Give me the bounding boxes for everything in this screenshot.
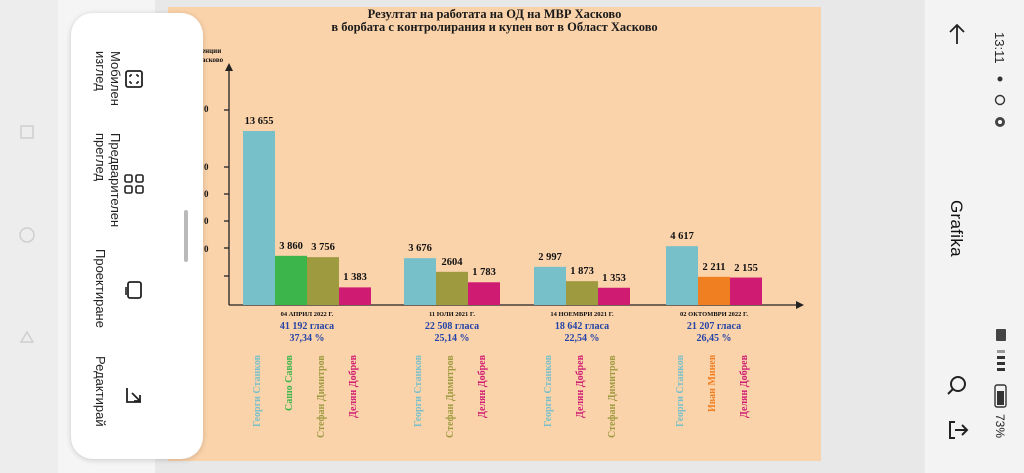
sync-icon [994, 93, 1006, 111]
bar [339, 287, 371, 305]
bar [730, 278, 762, 305]
rotate-screen-icon [123, 279, 145, 301]
bar-value-label: 3 676 [408, 243, 432, 254]
bar-value-label: 13 655 [245, 116, 274, 127]
notification-icon [994, 72, 1006, 90]
signal-icon [995, 348, 1007, 379]
group-date-label: 02 ОКТОМВРИ 2022 Г. [680, 311, 748, 318]
bar [666, 246, 698, 305]
group-percent-label: 26,45 % [697, 333, 732, 345]
group-date-label: 04 АПРИЛ 2022 Г. [281, 311, 334, 318]
candidate-name-label: Иван Минев [707, 355, 721, 455]
bar [404, 258, 436, 305]
bar-value-label: 1 353 [602, 273, 626, 284]
bar-value-label: 1 873 [570, 266, 594, 277]
chart-image: Резултат на работата на ОД на МВР Хасков… [168, 7, 821, 461]
bar [698, 277, 730, 305]
browser-icon [994, 115, 1006, 133]
group-percent-label: 37,34 % [290, 333, 325, 345]
status-time: 13:11 [992, 32, 1007, 64]
bar-value-label: 2 997 [538, 252, 562, 263]
y-axis-arrow [225, 63, 233, 71]
fullscreen-icon [123, 68, 145, 90]
bar [243, 131, 275, 305]
candidate-name-label: Делян Добрев [477, 355, 491, 455]
search-icon[interactable] [945, 374, 969, 403]
popup-drag-handle[interactable] [184, 210, 188, 262]
design-label: Проектиране [93, 249, 108, 328]
back-icon[interactable] [19, 329, 35, 345]
bar-value-label: 1 383 [343, 272, 367, 283]
bar-value-label: 2 211 [702, 262, 725, 273]
group-date-label: 14 НОЕМВРИ 2021 Г. [550, 311, 613, 318]
bar [307, 257, 339, 305]
bar [275, 256, 307, 305]
bar-value-label: 2604 [442, 257, 463, 268]
group-date-label: 11 ЮЛИ 2021 Г. [429, 311, 475, 318]
app-title: Grafika [946, 200, 966, 257]
battery-percent: 73% [993, 414, 1007, 438]
candidate-name-label: Делян Добрев [739, 355, 753, 455]
share-exit-icon[interactable] [946, 418, 970, 447]
candidate-name-label: Делян Добрев [575, 355, 589, 455]
bar [436, 272, 468, 305]
candidate-name-label: Сашо Савов [284, 355, 298, 455]
grid-icon [123, 173, 145, 195]
group-votes-label: 41 192 гласа [280, 321, 334, 333]
home-icon[interactable] [19, 227, 35, 243]
group-votes-label: 22 508 гласа [425, 321, 479, 333]
bar [534, 267, 566, 305]
bar-value-label: 4 617 [670, 231, 694, 242]
mobile-view-label: Мобилен изглед [93, 51, 123, 106]
system-nav-bar [0, 0, 58, 473]
edit-icon [123, 384, 145, 406]
bar [598, 288, 630, 305]
edit-label: Редактирай [93, 356, 108, 427]
bar [468, 282, 500, 305]
group-votes-label: 21 207 гласа [687, 321, 741, 333]
candidate-name-label: Георги Станков [413, 355, 427, 455]
bar-value-label: 1 783 [472, 267, 496, 278]
candidate-name-label: Стефан Димитров [607, 355, 621, 455]
group-percent-label: 25,14 % [435, 333, 470, 345]
group-votes-label: 18 642 гласа [555, 321, 609, 333]
candidate-name-label: Георги Станков [675, 355, 689, 455]
group-percent-label: 22,54 % [565, 333, 600, 345]
bar-value-label: 2 155 [734, 263, 758, 274]
candidate-name-label: Стефан Димитров [445, 355, 459, 455]
candidate-name-label: Георги Станков [252, 355, 266, 455]
candidate-name-label: Георги Станков [543, 355, 557, 455]
preview-label: Предварителен преглед [93, 133, 123, 227]
recent-apps-icon[interactable] [19, 124, 35, 140]
battery-icon [994, 383, 1007, 414]
bar-value-label: 3 756 [311, 242, 335, 253]
bar-value-label: 3 860 [279, 241, 303, 252]
candidate-name-label: Делян Добрев [348, 355, 362, 455]
volte-icon [995, 328, 1007, 347]
app-toolbar [926, 0, 1024, 473]
x-axis-arrow [796, 301, 804, 309]
back-arrow-icon[interactable] [947, 22, 967, 51]
candidate-name-label: Стефан Димитров [316, 355, 330, 455]
bar [566, 281, 598, 305]
